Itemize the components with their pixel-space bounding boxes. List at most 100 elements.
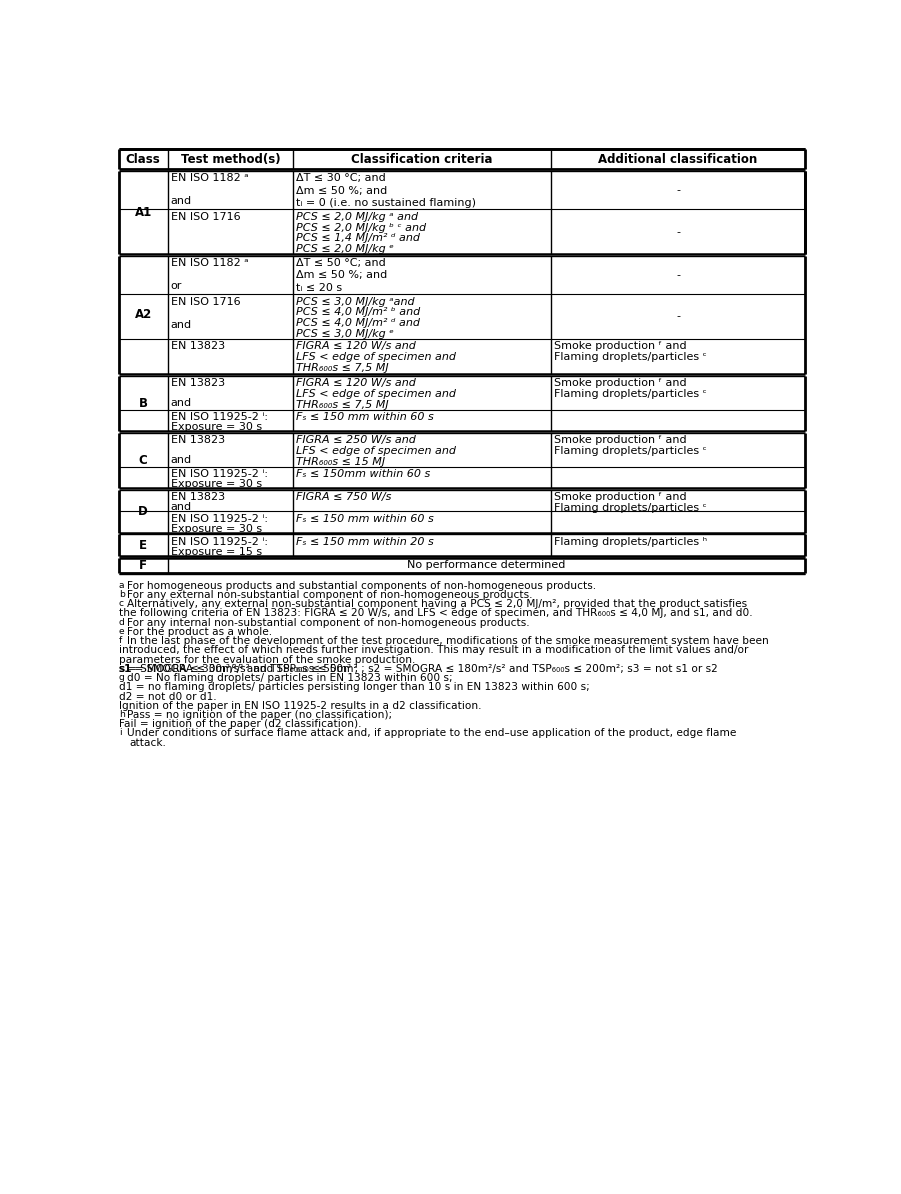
- Text: EN ISO 11925-2 ⁱ:: EN ISO 11925-2 ⁱ:: [171, 513, 268, 524]
- Text: Smoke production ᶠ and: Smoke production ᶠ and: [554, 492, 687, 503]
- Text: or: or: [171, 281, 182, 291]
- Text: parameters for the evaluation of the smoke production.: parameters for the evaluation of the smo…: [119, 654, 415, 665]
- Text: EN ISO 1182 ᵃ: EN ISO 1182 ᵃ: [171, 173, 249, 184]
- Text: No performance determined: No performance determined: [407, 560, 565, 571]
- Text: PCS ≤ 4,0 MJ/m² ᵇ and: PCS ≤ 4,0 MJ/m² ᵇ and: [296, 307, 421, 318]
- Text: FIGRA ≤ 750 W/s: FIGRA ≤ 750 W/s: [296, 492, 392, 503]
- Text: THR₆₀₀s ≤ 7,5 MJ: THR₆₀₀s ≤ 7,5 MJ: [296, 363, 389, 373]
- Text: Fₛ ≤ 150mm within 60 s: Fₛ ≤ 150mm within 60 s: [296, 469, 431, 479]
- Text: PCS ≤ 4,0 MJ/m² ᵈ and: PCS ≤ 4,0 MJ/m² ᵈ and: [296, 318, 420, 328]
- Text: and: and: [171, 398, 192, 408]
- Text: PCS ≤ 3,0 MJ/kg ᵃand: PCS ≤ 3,0 MJ/kg ᵃand: [296, 296, 415, 307]
- Text: b: b: [119, 590, 124, 599]
- Text: Pass = no ignition of the paper (no classification);: Pass = no ignition of the paper (no clas…: [126, 710, 392, 720]
- Text: EN 13823: EN 13823: [171, 492, 225, 503]
- Text: s1: s1: [119, 664, 132, 673]
- Text: Fₛ ≤ 150 mm within 20 s: Fₛ ≤ 150 mm within 20 s: [296, 537, 434, 547]
- Text: Under conditions of surface flame attack and, if appropriate to the end–use appl: Under conditions of surface flame attack…: [126, 728, 736, 738]
- Text: ΔT ≤ 30 °C; and: ΔT ≤ 30 °C; and: [296, 173, 386, 184]
- Text: the following criteria of EN 13823: FIGRA ≤ 20 W/s, and LFS < edge of specimen, : the following criteria of EN 13823: FIGR…: [119, 609, 752, 618]
- Text: Flaming droplets/particles ᶜ: Flaming droplets/particles ᶜ: [554, 445, 707, 456]
- Text: EN ISO 1716: EN ISO 1716: [171, 211, 241, 222]
- Text: THR₆₀₀s ≤ 15 MJ: THR₆₀₀s ≤ 15 MJ: [296, 456, 386, 467]
- Text: FIGRA ≤ 120 W/s and: FIGRA ≤ 120 W/s and: [296, 378, 416, 388]
- Text: Flaming droplets/particles ʰ: Flaming droplets/particles ʰ: [554, 537, 707, 547]
- Text: EN ISO 11925-2 ⁱ:: EN ISO 11925-2 ⁱ:: [171, 469, 268, 479]
- Text: For homogeneous products and substantial components of non-homogeneous products.: For homogeneous products and substantial…: [126, 580, 596, 591]
- Text: FIGRA ≤ 250 W/s and: FIGRA ≤ 250 W/s and: [296, 435, 416, 445]
- Text: Alternatively, any external non-substantial component having a PCS ≤ 2,0 MJ/m², : Alternatively, any external non-substant…: [126, 599, 747, 609]
- Text: For the product as a whole.: For the product as a whole.: [126, 627, 272, 636]
- Text: In the last phase of the development of the test procedure, modifications of the: In the last phase of the development of …: [126, 636, 769, 646]
- Text: f: f: [119, 636, 122, 645]
- Text: A2: A2: [134, 308, 152, 321]
- Text: Smoke production ᶠ and: Smoke production ᶠ and: [554, 378, 687, 388]
- Text: d0 = No flaming droplets/ particles in EN 13823 within 600 s;: d0 = No flaming droplets/ particles in E…: [126, 673, 452, 683]
- Text: Class: Class: [126, 153, 160, 166]
- Text: Flaming droplets/particles ᶜ: Flaming droplets/particles ᶜ: [554, 352, 707, 362]
- Text: s1 = SMOGRA ≤ 30m²/s² and TSP₆₀₀s ≤ 50m² ; s2 = SMOGRA ≤ 180m²/s² and TSP₆₀₀s ≤ : s1 = SMOGRA ≤ 30m²/s² and TSP₆₀₀s ≤ 50m²…: [119, 664, 717, 673]
- Text: E: E: [140, 538, 147, 552]
- Text: B: B: [139, 398, 148, 410]
- Text: EN ISO 11925-2 ⁱ:: EN ISO 11925-2 ⁱ:: [171, 412, 268, 421]
- Text: F: F: [140, 559, 147, 572]
- Text: Smoke production ᶠ and: Smoke production ᶠ and: [554, 341, 687, 351]
- Text: Flaming droplets/particles ᶜ: Flaming droplets/particles ᶜ: [554, 503, 707, 513]
- Text: Exposure = 30 s: Exposure = 30 s: [171, 524, 262, 534]
- Text: PCS ≤ 2,0 MJ/kg ᵉ: PCS ≤ 2,0 MJ/kg ᵉ: [296, 244, 394, 254]
- Text: For any external non-substantial component of non-homogeneous products.: For any external non-substantial compone…: [126, 590, 532, 599]
- Text: EN 13823: EN 13823: [171, 341, 225, 351]
- Text: EN ISO 1716: EN ISO 1716: [171, 296, 241, 307]
- Text: EN 13823: EN 13823: [171, 378, 225, 388]
- Text: = SMOGRA ≤ 30m²/s² and TSP₆₀₀s ≤ 50m² ;: = SMOGRA ≤ 30m²/s² and TSP₆₀₀s ≤ 50m² ;: [128, 664, 361, 673]
- Text: -: -: [676, 270, 680, 279]
- Text: EN 13823: EN 13823: [171, 435, 225, 445]
- Text: tᵢ ≤ 20 s: tᵢ ≤ 20 s: [296, 283, 342, 293]
- Text: Ignition of the paper in EN ISO 11925-2 results in a d2 classification.: Ignition of the paper in EN ISO 11925-2 …: [119, 701, 481, 710]
- Text: LFS < edge of specimen and: LFS < edge of specimen and: [296, 352, 456, 362]
- Text: and: and: [171, 455, 192, 466]
- Text: -: -: [676, 227, 680, 236]
- Text: EN ISO 1182 ᵃ: EN ISO 1182 ᵃ: [171, 258, 249, 267]
- Text: Fₛ ≤ 150 mm within 60 s: Fₛ ≤ 150 mm within 60 s: [296, 412, 434, 421]
- Text: -: -: [676, 185, 680, 196]
- Text: c: c: [119, 599, 123, 608]
- Text: D: D: [139, 505, 148, 518]
- Text: e: e: [119, 627, 124, 636]
- Text: PCS ≤ 3,0 MJ/kg ᵉ: PCS ≤ 3,0 MJ/kg ᵉ: [296, 328, 394, 339]
- Text: LFS < edge of specimen and: LFS < edge of specimen and: [296, 445, 456, 456]
- Text: For any internal non-substantial component of non-homogeneous products.: For any internal non-substantial compone…: [126, 617, 529, 628]
- Text: C: C: [139, 454, 148, 467]
- Text: Exposure = 30 s: Exposure = 30 s: [171, 479, 262, 490]
- Text: d: d: [119, 617, 124, 627]
- Text: Additional classification: Additional classification: [598, 153, 758, 166]
- Text: attack.: attack.: [130, 738, 167, 747]
- Text: THR₆₀₀s ≤ 7,5 MJ: THR₆₀₀s ≤ 7,5 MJ: [296, 400, 389, 410]
- Text: Flaming droplets/particles ᶜ: Flaming droplets/particles ᶜ: [554, 389, 707, 399]
- Text: Classification criteria: Classification criteria: [351, 153, 493, 166]
- Text: LFS < edge of specimen and: LFS < edge of specimen and: [296, 389, 456, 399]
- Text: -: -: [676, 312, 680, 321]
- Text: and: and: [171, 503, 192, 512]
- Text: Exposure = 30 s: Exposure = 30 s: [171, 421, 262, 432]
- Text: EN ISO 11925-2 ⁱ:: EN ISO 11925-2 ⁱ:: [171, 537, 268, 547]
- Text: d1 = no flaming droplets/ particles persisting longer than 10 s in EN 13823 with: d1 = no flaming droplets/ particles pers…: [119, 682, 589, 693]
- Text: Smoke production ᶠ and: Smoke production ᶠ and: [554, 435, 687, 445]
- Text: FIGRA ≤ 120 W/s and: FIGRA ≤ 120 W/s and: [296, 341, 416, 351]
- Text: PCS ≤ 1,4 MJ/m² ᵈ and: PCS ≤ 1,4 MJ/m² ᵈ and: [296, 233, 420, 244]
- Text: A1: A1: [134, 207, 152, 219]
- Text: i: i: [119, 728, 122, 738]
- Text: h: h: [119, 710, 124, 719]
- Text: Fail = ignition of the paper (d2 classification).: Fail = ignition of the paper (d2 classif…: [119, 719, 361, 730]
- Text: Δm ≤ 50 %; and: Δm ≤ 50 %; and: [296, 270, 387, 281]
- Text: g: g: [119, 673, 124, 682]
- Text: PCS ≤ 2,0 MJ/kg ᵇ ᶜ and: PCS ≤ 2,0 MJ/kg ᵇ ᶜ and: [296, 222, 426, 233]
- Text: d2 = not d0 or d1.: d2 = not d0 or d1.: [119, 691, 216, 702]
- Text: Δm ≤ 50 %; and: Δm ≤ 50 %; and: [296, 185, 387, 196]
- Text: Exposure = 15 s: Exposure = 15 s: [171, 547, 262, 556]
- Text: tᵢ = 0 (i.e. no sustained flaming): tᵢ = 0 (i.e. no sustained flaming): [296, 198, 477, 208]
- Text: a: a: [119, 580, 124, 590]
- Text: introduced, the effect of which needs further investigation. This may result in : introduced, the effect of which needs fu…: [119, 645, 748, 656]
- Text: and: and: [171, 196, 192, 207]
- Text: Fₛ ≤ 150 mm within 60 s: Fₛ ≤ 150 mm within 60 s: [296, 513, 434, 524]
